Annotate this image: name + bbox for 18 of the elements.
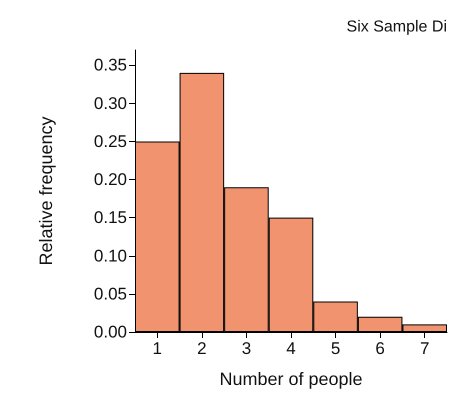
x-tick-label: 6 <box>375 339 385 358</box>
chart-title: Six Sample Di <box>346 18 448 36</box>
x-tick-label: 4 <box>286 339 296 358</box>
x-tick-label: 2 <box>197 339 207 358</box>
y-tick-label: 0.00 <box>94 322 127 342</box>
y-tick-label: 0.10 <box>94 246 127 266</box>
y-tick-label: 0.15 <box>94 208 127 228</box>
x-tick-label: 3 <box>242 339 252 358</box>
y-tick-label: 0.20 <box>94 170 127 190</box>
y-axis-title: Relative frequency <box>36 116 56 266</box>
x-tick-label: 1 <box>152 339 162 358</box>
x-axis-title: Number of people <box>219 369 363 389</box>
y-tick-label: 0.30 <box>94 94 127 113</box>
y-tick-label: 0.05 <box>94 284 127 304</box>
y-tick-label: 0.35 <box>94 56 127 75</box>
x-tick-label: 7 <box>420 339 430 358</box>
y-tick-label: 0.25 <box>94 132 127 151</box>
x-tick-label: 5 <box>330 339 340 358</box>
